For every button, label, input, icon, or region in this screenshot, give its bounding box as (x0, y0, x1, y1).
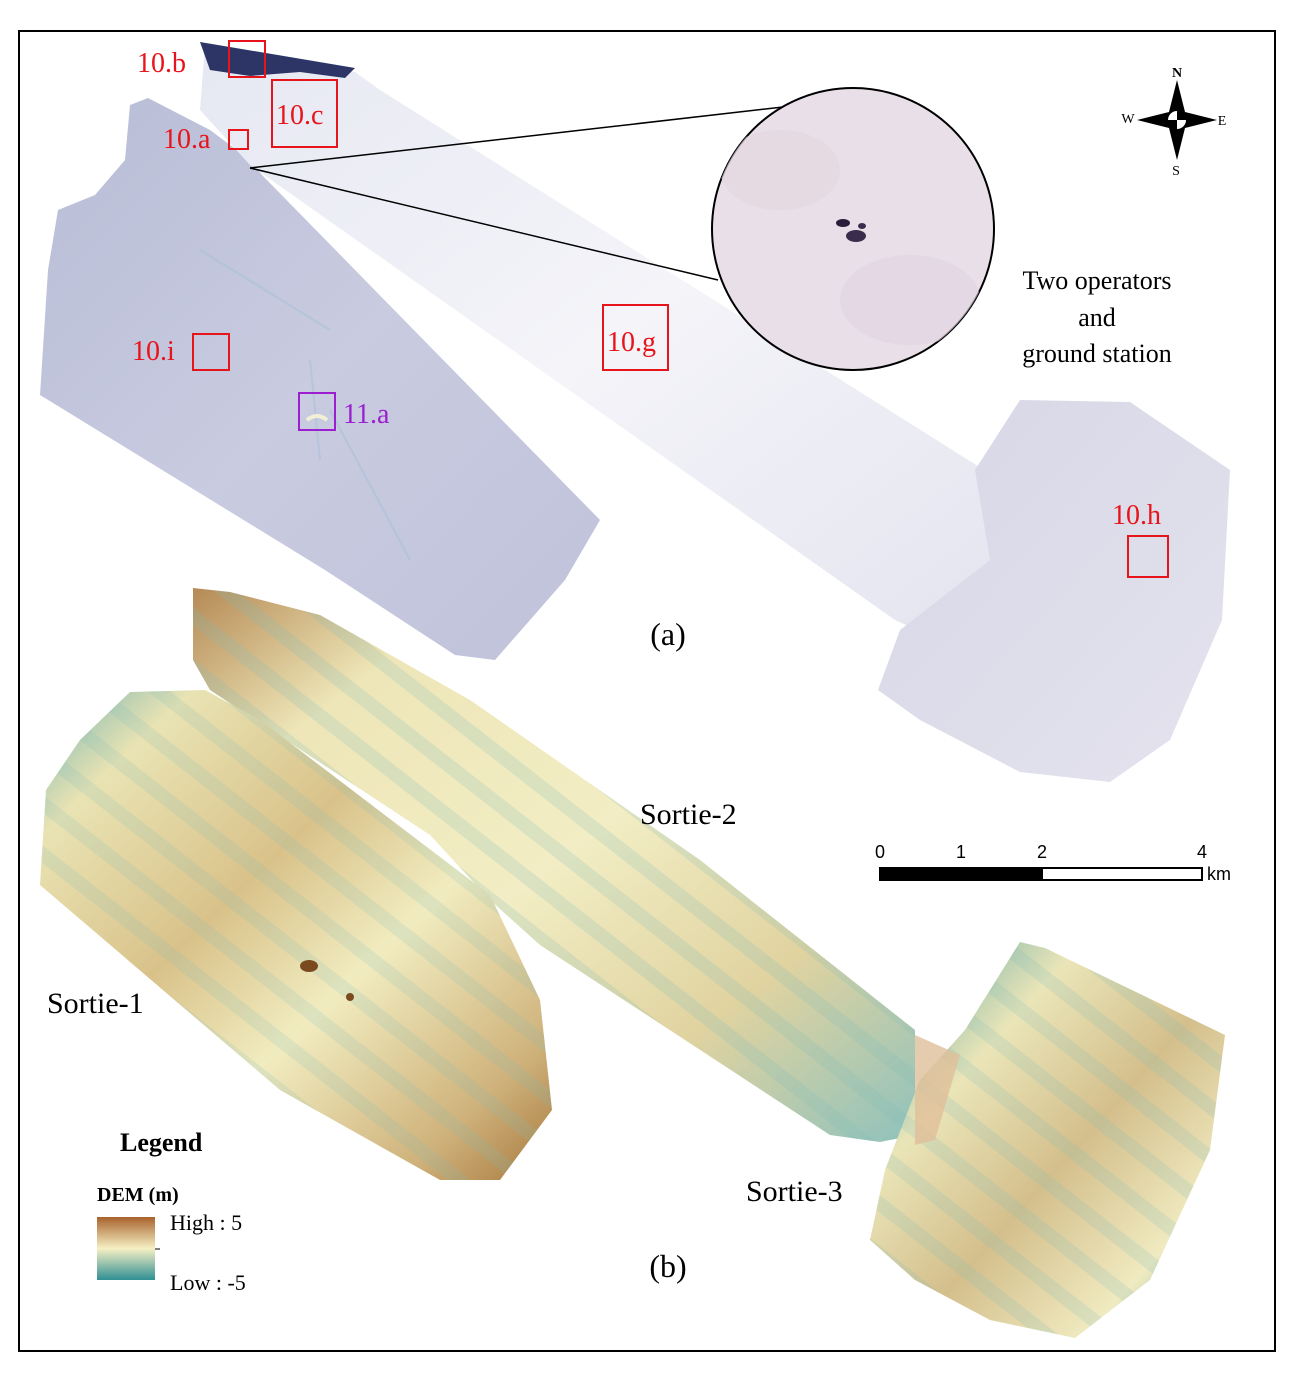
region-box-10-c (271, 79, 338, 148)
dem-panel-b (40, 588, 1225, 1338)
ortho-sortie-2 (200, 45, 1000, 645)
region-boxes (192, 40, 1169, 578)
scale-tick-4: 4 (1197, 842, 1207, 862)
compass-west: W (1121, 112, 1135, 127)
compass-east: E (1218, 114, 1227, 129)
scale-tick-0: 0 (875, 842, 885, 862)
region-label-10-g: 10.g (607, 327, 656, 358)
orthomosaic-panel-a (40, 42, 1230, 782)
scale-tick-2: 2 (1037, 842, 1047, 862)
region-label-11-a: 11.a (343, 399, 390, 430)
legend-color-ramp (97, 1217, 155, 1280)
region-box-10-a (228, 129, 249, 150)
region-box-10-i (192, 333, 230, 371)
region-label-10-c: 10.c (276, 100, 323, 131)
legend: Legend DEM (m) High : 5 Low : -5 (97, 1128, 246, 1295)
compass-north: N (1172, 66, 1182, 81)
panel-b-label: (b) (649, 1248, 686, 1284)
region-label-10-h: 10.h (1112, 500, 1161, 531)
compass-rose (1137, 80, 1217, 160)
ortho-sortie-3 (878, 400, 1230, 782)
legend-high-label: High : 5 (170, 1210, 242, 1235)
inset-zoom-circle (711, 87, 995, 371)
inset-caption-line-2: and (1078, 303, 1116, 332)
figure-frame (18, 30, 1276, 1352)
inset-caption-line-1: Two operators (1022, 266, 1171, 295)
region-box-10-h (1127, 535, 1169, 578)
ortho-sortie-1 (40, 98, 600, 660)
region-label-10-b: 10.b (137, 48, 186, 79)
sortie-label-2: Sortie-2 (640, 798, 737, 831)
compass-south: S (1172, 164, 1180, 179)
scale-unit: km (1207, 864, 1231, 884)
region-label-10-i: 10.i (132, 336, 175, 367)
region-box-10-b (228, 40, 266, 78)
operators-marker (836, 219, 850, 227)
inset-caption-line-3: ground station (1022, 339, 1172, 368)
sortie-label-3: Sortie-3 (746, 1175, 843, 1208)
region-label-10-a: 10.a (163, 124, 211, 155)
ortho-open-water (200, 42, 355, 78)
region-box-10-g (602, 304, 669, 371)
legend-title: Legend (120, 1128, 203, 1157)
panel-a-label: (a) (650, 616, 686, 652)
legend-low-label: Low : -5 (170, 1270, 246, 1295)
scale-tick-1: 1 (956, 842, 966, 862)
region-box-11-a (298, 392, 336, 431)
scale-bar (879, 867, 1203, 881)
sortie-label-1: Sortie-1 (47, 987, 144, 1020)
legend-layer-name: DEM (m) (97, 1184, 179, 1206)
